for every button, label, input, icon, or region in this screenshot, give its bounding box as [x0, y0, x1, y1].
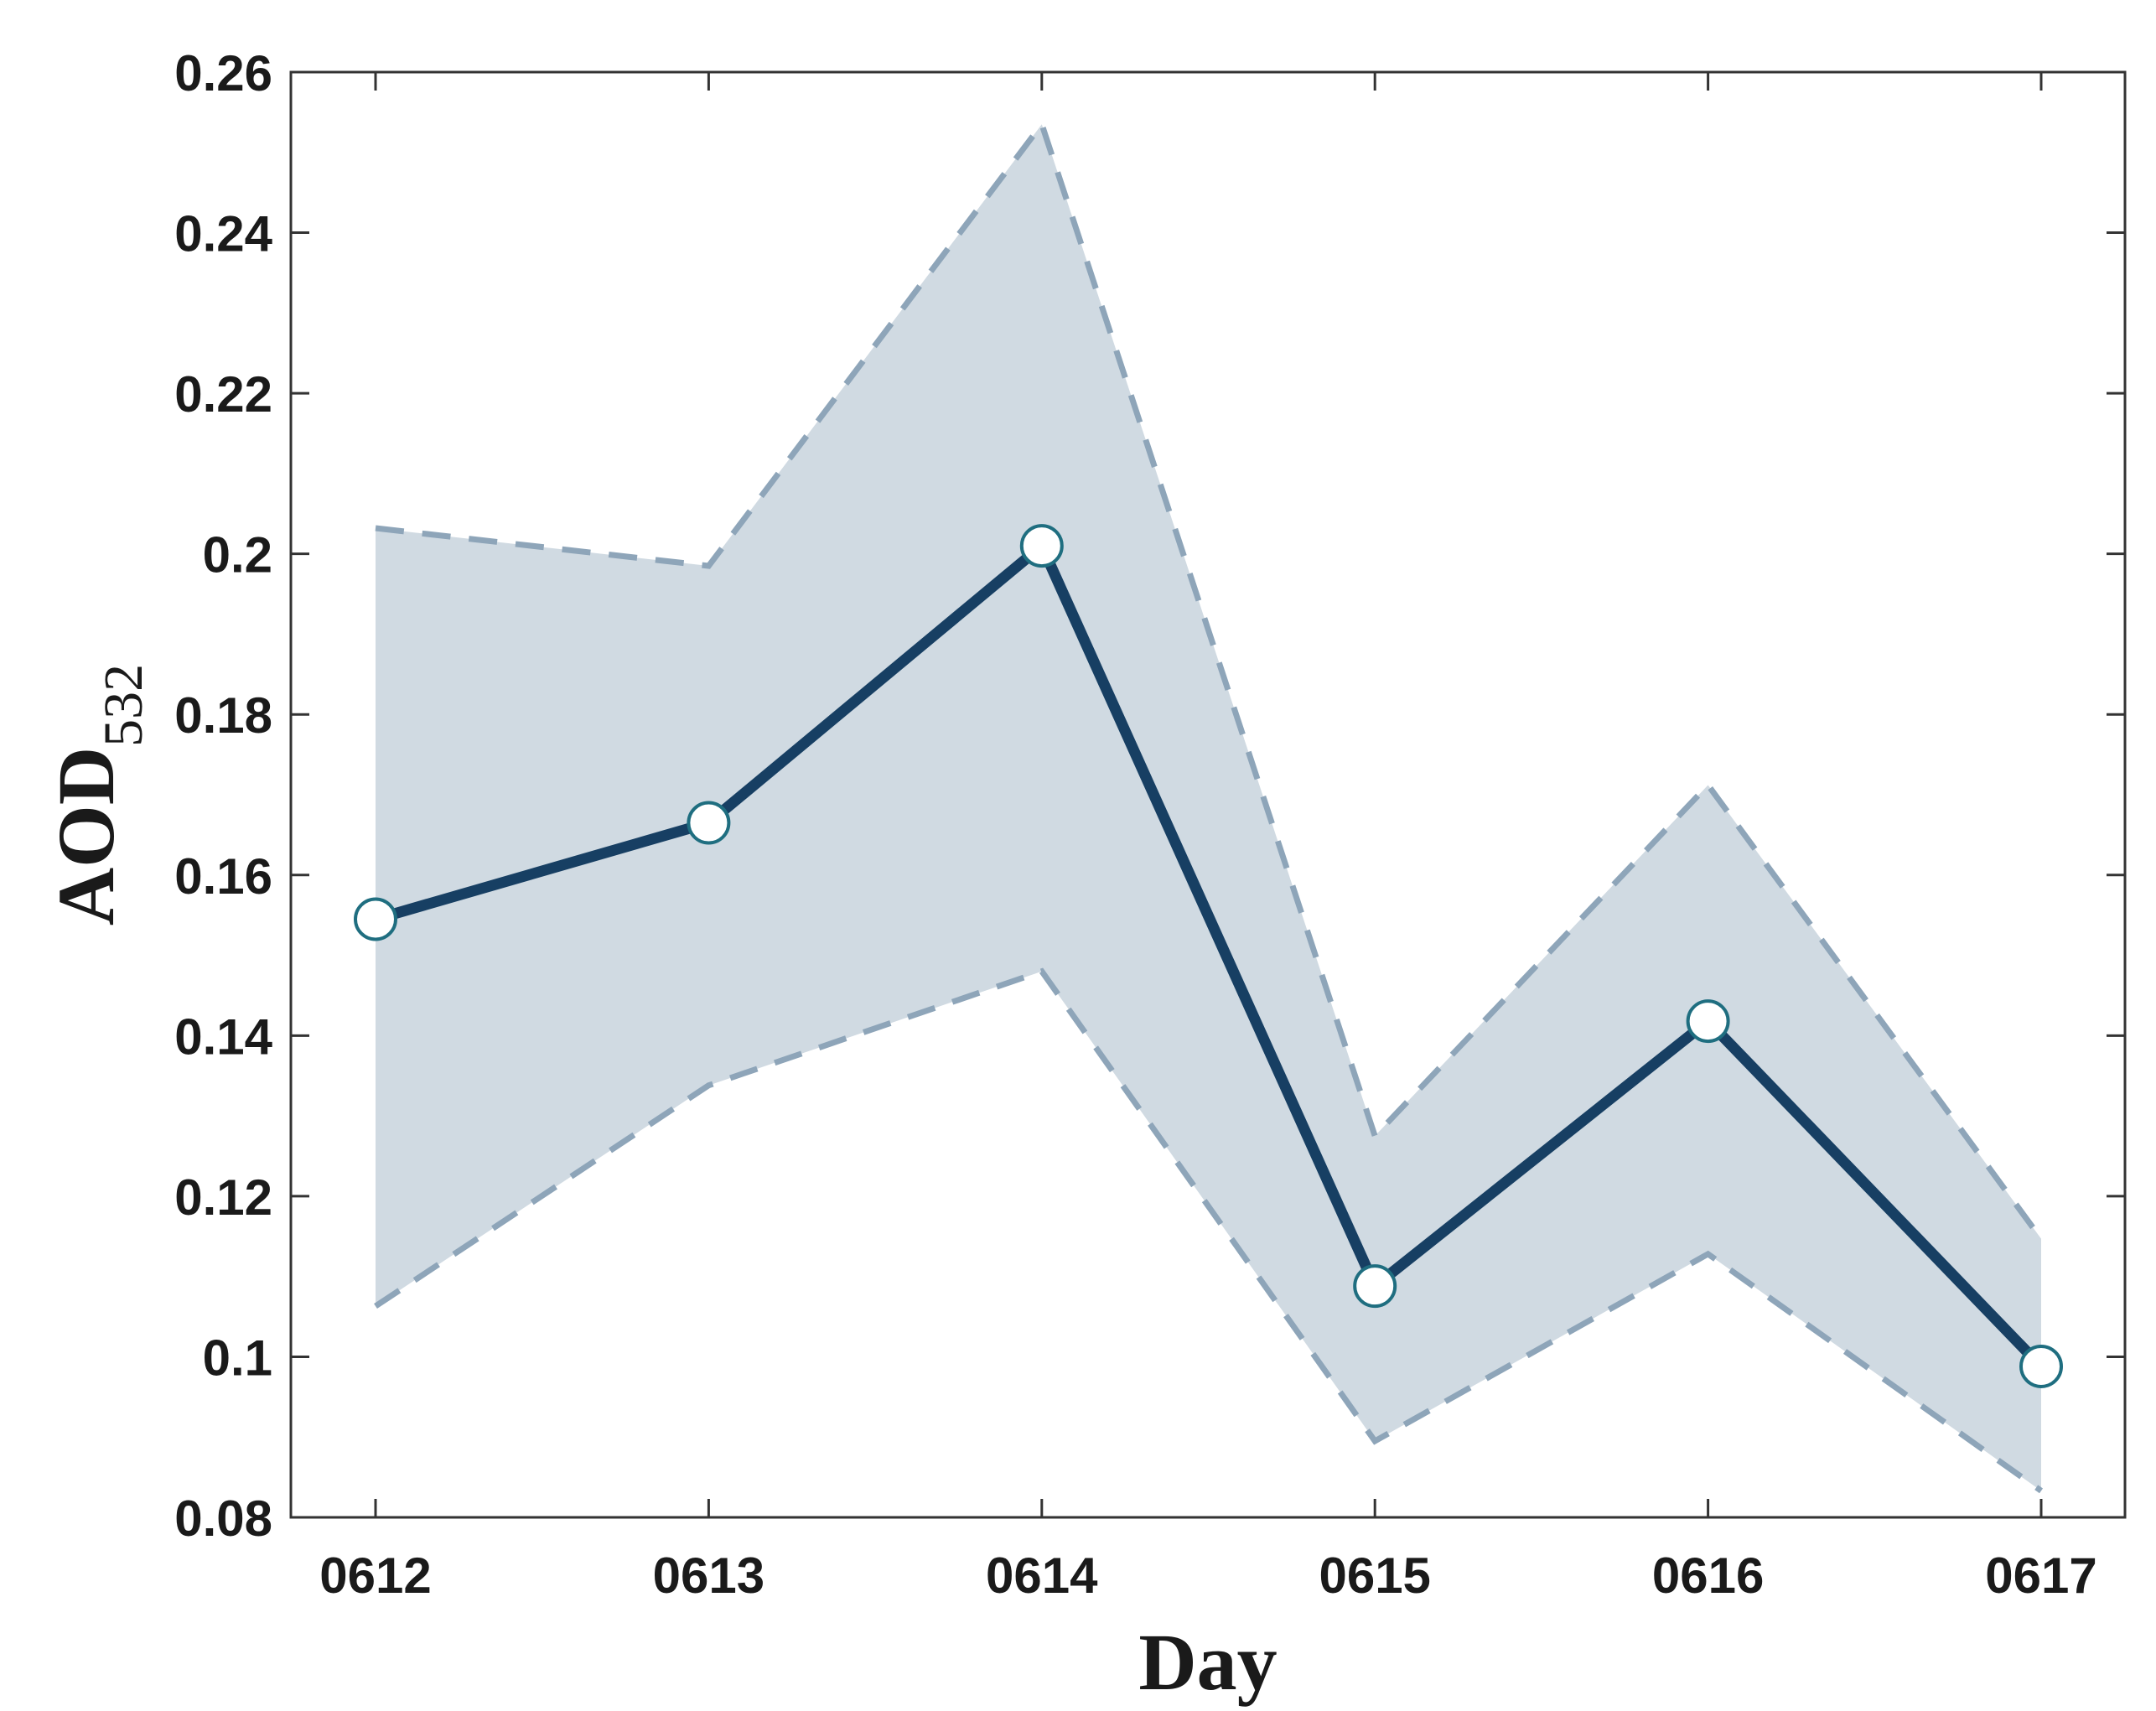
y-tick-label: 0.22	[174, 366, 272, 423]
x-tick-label: 0614	[986, 1548, 1098, 1604]
data-point	[1686, 999, 1730, 1044]
x-tick-label: 0616	[1652, 1548, 1764, 1604]
y-tick-label: 0.24	[174, 206, 272, 262]
data-point	[2019, 1344, 2063, 1388]
x-tick-label: 0613	[653, 1548, 764, 1604]
y-axis-label-main: AOD	[41, 747, 131, 925]
x-tick-label: 0617	[1985, 1548, 2096, 1604]
confidence-band-layer	[374, 117, 2044, 1494]
upper-bound-dashed-line	[375, 117, 2044, 1241]
y-axis-ticks: 0.08 0.1 0.12 0.14 0.16 0.18 0.2 0.22 0.24 0.26	[174, 45, 2125, 1547]
confidence-band	[376, 124, 2041, 1491]
x-axis-ticks: 0612 0613 0614 0615 0616 0617	[319, 72, 2097, 1604]
y-axis-label: AOD532	[41, 664, 154, 925]
data-point-layer	[354, 524, 2063, 1388]
y-tick-label: 0.16	[174, 848, 272, 905]
y-tick-label: 0.08	[174, 1491, 272, 1547]
y-tick-label: 0.14	[174, 1008, 272, 1065]
y-tick-label: 0.26	[174, 45, 272, 101]
y-tick-label: 0.2	[203, 527, 272, 583]
data-point	[687, 801, 731, 845]
series-line-layer	[374, 540, 2045, 1371]
plot-frame	[289, 70, 2127, 1519]
lower-bound-dashed-line	[374, 967, 2044, 1494]
y-tick-label: 0.18	[174, 687, 272, 744]
data-point	[1019, 524, 1064, 568]
y-tick-label: 0.1	[203, 1330, 272, 1386]
y-axis-label-subscript: 532	[93, 664, 154, 747]
x-tick-label: 0612	[319, 1548, 431, 1604]
y-tick-label: 0.12	[174, 1169, 272, 1226]
axes	[289, 70, 2127, 1519]
x-axis-label: Day	[1138, 1617, 1277, 1707]
data-point	[354, 897, 397, 941]
series-line	[374, 540, 2045, 1371]
x-tick-label: 0615	[1319, 1548, 1430, 1604]
data-point	[1353, 1264, 1397, 1309]
